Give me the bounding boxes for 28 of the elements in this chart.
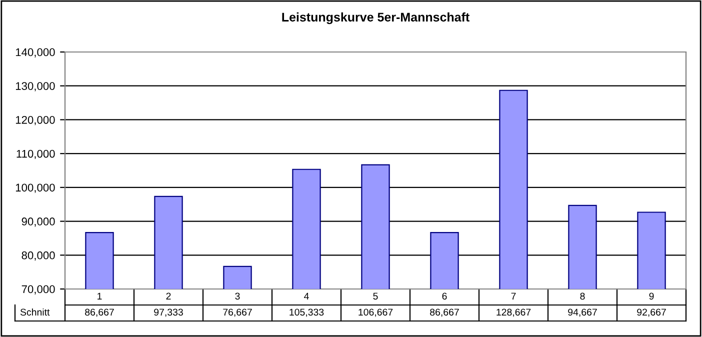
chart-title: Leistungskurve 5er-Mannschaft	[282, 12, 470, 24]
y-tick-label: 70,000	[22, 285, 55, 294]
x-tick-label: 5	[373, 292, 378, 300]
x-tick-label: 1	[98, 292, 102, 300]
x-tick-label: 2	[166, 292, 171, 300]
data-label: 105,333	[290, 308, 324, 317]
data-label: 92,667	[637, 308, 666, 317]
x-tick-label: 7	[511, 292, 516, 300]
x-tick-label: 6	[442, 292, 447, 300]
x-tick-label: 3	[235, 292, 240, 300]
y-tick-label: 80,000	[22, 251, 55, 261]
data-label: 86,667	[430, 308, 459, 317]
data-label: 97,333	[154, 308, 183, 317]
data-label: 128,667	[496, 308, 531, 317]
y-tick-label: 90,000	[22, 218, 55, 227]
y-tick-label: 140,000	[16, 48, 55, 58]
y-tick-label: 120,000	[16, 116, 55, 126]
data-label: 86,667	[85, 308, 114, 317]
y-tick-label: 110,000	[16, 150, 55, 160]
data-label: 106,667	[358, 308, 393, 317]
y-tick-label: 130,000	[16, 82, 55, 92]
x-tick-label: 4	[304, 292, 309, 300]
data-label: 76,667	[223, 308, 252, 317]
text: Schnitt	[20, 308, 50, 316]
x-tick-label: 9	[649, 292, 654, 300]
y-tick-label: 100,000	[16, 184, 55, 193]
data-label: 94,667	[568, 308, 597, 317]
x-tick-label: 8	[580, 292, 585, 300]
